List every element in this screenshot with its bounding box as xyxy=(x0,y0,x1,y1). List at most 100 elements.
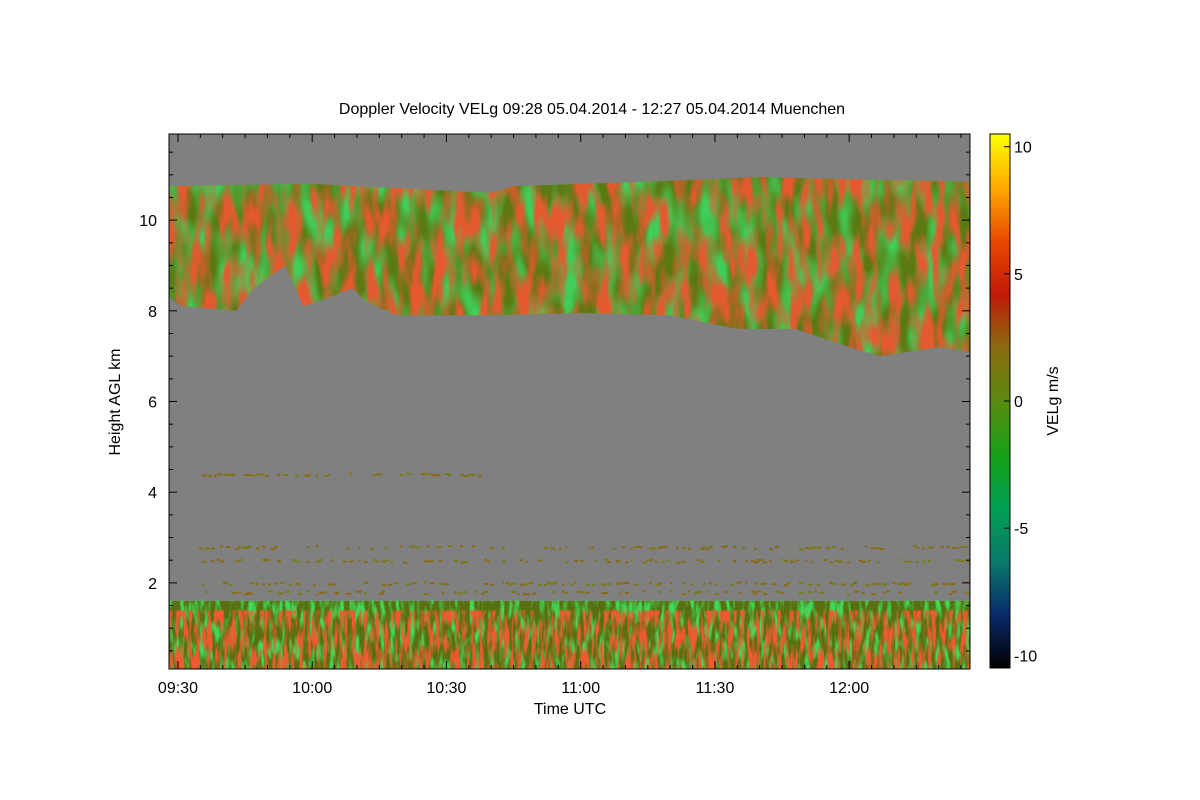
y-axis-label: Height AGL km xyxy=(107,348,124,455)
speckle-pixel xyxy=(403,561,408,564)
speckle-pixel xyxy=(349,593,352,596)
speckle-pixel xyxy=(334,592,339,595)
x-tick-label: 12:00 xyxy=(829,680,869,697)
speckle-pixel xyxy=(754,592,758,595)
speckle-pixel xyxy=(664,545,668,548)
speckle-pixel xyxy=(226,473,231,476)
speckle-pixel xyxy=(424,581,427,584)
speckle-pixel xyxy=(931,584,936,587)
colorbar-tick-label: 5 xyxy=(1014,267,1023,284)
speckle-pixel xyxy=(349,472,352,475)
speckle-pixel xyxy=(658,582,663,585)
speckle-pixel xyxy=(697,591,702,594)
speckle-pixel xyxy=(829,561,834,564)
speckle-pixel xyxy=(253,474,256,477)
speckle-pixel xyxy=(601,583,606,586)
speckle-pixel xyxy=(703,582,706,585)
speckle-pixel xyxy=(280,592,284,595)
speckle-pixel xyxy=(694,592,698,595)
speckle-pixel xyxy=(298,583,301,586)
speckle-pixel xyxy=(742,547,746,550)
speckle-pixel xyxy=(859,559,863,562)
x-axis: 09:30 10:00 10:30 11:00 11:30 12:00 xyxy=(158,134,962,697)
speckle-pixel xyxy=(460,593,463,596)
speckle-pixel xyxy=(286,590,291,593)
speckle-pixel xyxy=(709,545,713,548)
speckle-pixel xyxy=(964,591,967,594)
speckle-pixel xyxy=(463,475,468,478)
speckle-pixel xyxy=(574,559,579,562)
speckle-pixel xyxy=(538,559,543,562)
speckle-pixel xyxy=(874,547,878,550)
speckle-pixel xyxy=(523,593,527,595)
speckle-pixel xyxy=(955,559,959,562)
speckle-pixel xyxy=(199,547,203,550)
speckle-pixel xyxy=(337,591,340,593)
speckle-pixel xyxy=(388,583,393,586)
speckle-pixel xyxy=(739,592,742,595)
speckle-pixel xyxy=(907,582,912,585)
speckle-pixel xyxy=(508,583,512,586)
speckle-pixel xyxy=(241,558,244,561)
speckle-pixel xyxy=(871,593,876,596)
speckle-pixel xyxy=(760,558,764,561)
speckle-pixel xyxy=(436,546,439,549)
speckle-pixel xyxy=(307,474,312,477)
speckle-pixel xyxy=(433,474,436,477)
speckle-pixel xyxy=(400,474,404,476)
speckle-pixel xyxy=(754,582,758,585)
speckle-pixel xyxy=(463,561,468,564)
speckle-pixel xyxy=(754,548,757,550)
speckle-pixel xyxy=(463,591,467,594)
speckle-pixel xyxy=(202,474,207,477)
speckle-pixel xyxy=(277,560,281,562)
speckle-pixel xyxy=(808,547,813,550)
speckle-pixel xyxy=(580,591,585,594)
speckle-pixel xyxy=(577,590,581,593)
speckle-pixel xyxy=(940,545,944,548)
speckle-pixel xyxy=(586,584,590,586)
speckle-pixel xyxy=(847,561,850,564)
speckle-pixel xyxy=(553,591,556,594)
speckle-pixel xyxy=(667,559,670,562)
speckle-pixel xyxy=(469,473,474,476)
speckle-pixel xyxy=(592,584,595,586)
speckle-pixel xyxy=(505,582,510,585)
speckle-pixel xyxy=(676,561,681,564)
speckle-pixel xyxy=(745,581,748,584)
speckle-pixel xyxy=(760,582,764,585)
x-tick-label: 11:00 xyxy=(561,680,600,697)
speckle-pixel xyxy=(877,547,881,549)
speckle-pixel xyxy=(967,561,970,564)
speckle-pixel xyxy=(319,591,324,594)
speckle-pixel xyxy=(865,584,870,587)
speckle-pixel xyxy=(670,582,673,585)
speckle-pixel xyxy=(220,545,223,548)
speckle-pixel xyxy=(619,592,622,595)
speckle-pixel xyxy=(250,474,253,477)
colorbar-tick-label: -10 xyxy=(1014,648,1037,665)
speckle-pixel xyxy=(442,592,445,595)
speckle-pixel xyxy=(715,593,720,595)
speckle-pixel xyxy=(682,582,685,585)
speckle-pixel xyxy=(886,590,890,593)
speckle-pixel xyxy=(625,591,629,594)
speckle-pixel xyxy=(490,546,495,549)
speckle-pixel xyxy=(754,561,759,564)
speckle-pixel xyxy=(787,582,791,585)
speckle-pixel xyxy=(430,473,434,476)
speckle-pixel xyxy=(511,582,516,585)
speckle-pixel xyxy=(385,547,388,550)
speckle-pixel xyxy=(319,558,323,561)
speckle-pixel xyxy=(874,582,878,585)
speckle-pixel xyxy=(544,546,549,549)
speckle-pixel xyxy=(430,582,435,585)
speckle-pixel xyxy=(484,590,488,593)
speckle-pixel xyxy=(313,584,316,587)
speckle-pixel xyxy=(649,582,652,585)
speckle-pixel xyxy=(913,545,917,548)
x-tick-label: 10:30 xyxy=(426,680,466,697)
speckle-pixel xyxy=(358,590,363,593)
speckle-pixel xyxy=(307,590,311,593)
x-tick-label: 09:30 xyxy=(158,680,198,697)
